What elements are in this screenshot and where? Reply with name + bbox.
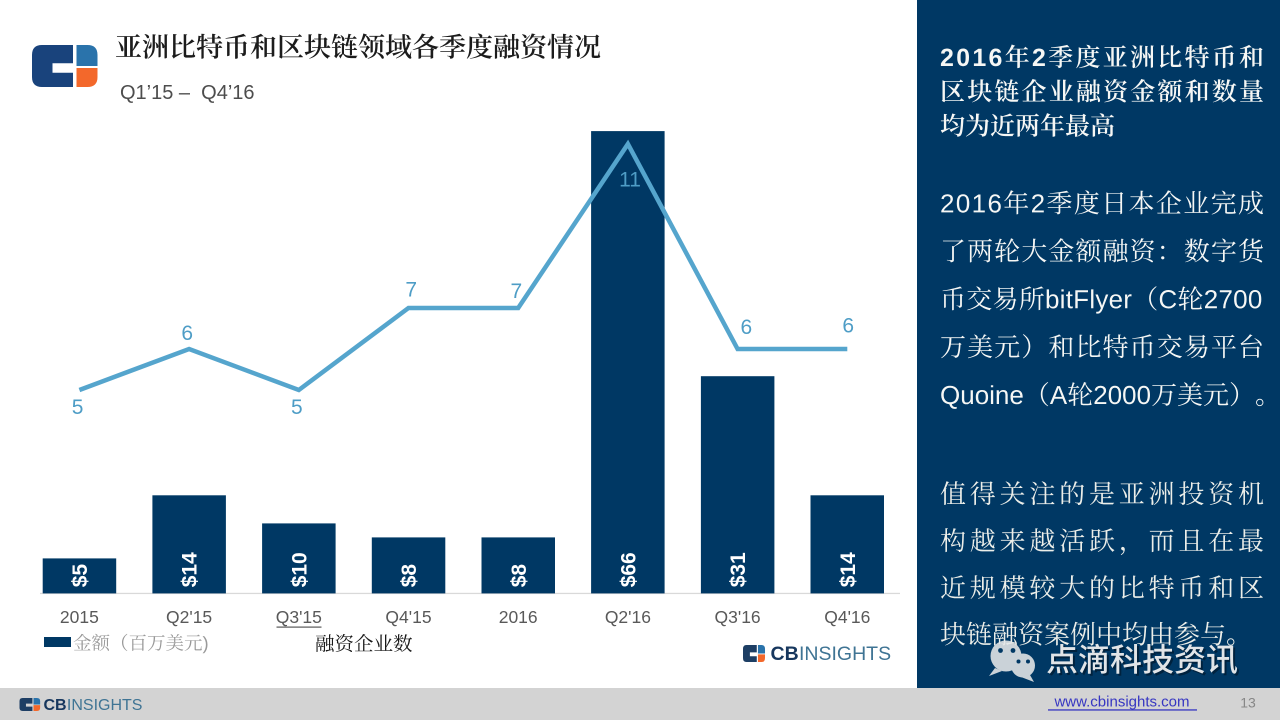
svg-text:2016: 2016 bbox=[499, 607, 538, 627]
svg-text:$31: $31 bbox=[727, 552, 750, 587]
svg-text:Q3'16: Q3'16 bbox=[715, 607, 761, 627]
svg-text:5: 5 bbox=[72, 396, 84, 419]
svg-text:Q2'15: Q2'15 bbox=[166, 607, 212, 627]
svg-text:INSIGHTS: INSIGHTS bbox=[67, 697, 143, 714]
svg-text:CB: CB bbox=[44, 697, 67, 714]
svg-text:www.cbinsights.com: www.cbinsights.com bbox=[1053, 694, 1189, 711]
svg-text:11: 11 bbox=[619, 169, 641, 192]
svg-text:INSIGHTS: INSIGHTS bbox=[799, 643, 891, 665]
svg-text:Q4'15: Q4'15 bbox=[385, 607, 431, 627]
svg-text:Q2'16: Q2'16 bbox=[605, 607, 651, 627]
svg-text:CB: CB bbox=[771, 643, 799, 665]
svg-text:2015: 2015 bbox=[60, 607, 99, 627]
svg-text:6: 6 bbox=[181, 322, 193, 345]
svg-text:$14: $14 bbox=[179, 552, 202, 587]
svg-text:Q4'16: Q4'16 bbox=[824, 607, 870, 627]
svg-text:$8: $8 bbox=[508, 564, 531, 588]
svg-text:13: 13 bbox=[1240, 695, 1256, 711]
svg-text:6: 6 bbox=[842, 315, 854, 338]
svg-text:Q3'15: Q3'15 bbox=[276, 607, 322, 627]
svg-text:$10: $10 bbox=[288, 552, 311, 587]
svg-text:5: 5 bbox=[291, 396, 303, 419]
svg-text:6: 6 bbox=[741, 316, 753, 339]
svg-text:$14: $14 bbox=[837, 552, 860, 587]
svg-text:$8: $8 bbox=[398, 564, 421, 588]
svg-text:$5: $5 bbox=[69, 564, 92, 588]
svg-text:7: 7 bbox=[405, 279, 417, 302]
svg-text:Q1’15 – Q4’16: Q1’15 – Q4’16 bbox=[120, 82, 255, 104]
svg-text:7: 7 bbox=[511, 280, 523, 303]
svg-text:$66: $66 bbox=[618, 552, 641, 587]
